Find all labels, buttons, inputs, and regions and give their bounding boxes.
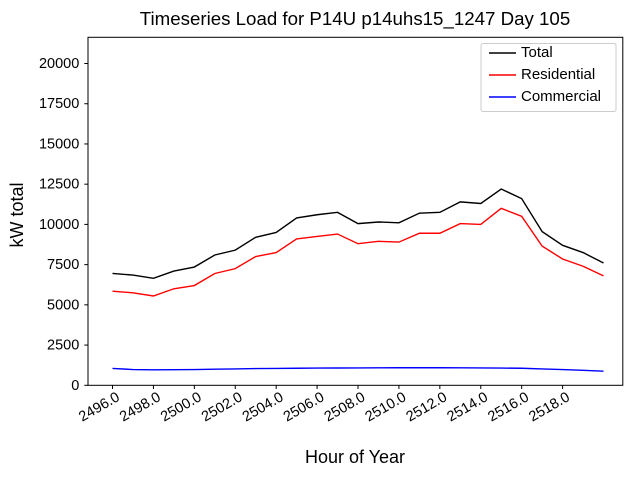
svg-text:5000: 5000 bbox=[47, 297, 79, 313]
svg-text:Timeseries Load for P14U p14uh: Timeseries Load for P14U p14uhs15_1247 D… bbox=[140, 8, 570, 30]
svg-text:10000: 10000 bbox=[39, 217, 79, 233]
svg-text:Residential: Residential bbox=[521, 66, 595, 83]
svg-text:kW total: kW total bbox=[7, 182, 27, 247]
svg-text:20000: 20000 bbox=[39, 56, 79, 72]
svg-text:17500: 17500 bbox=[39, 96, 79, 112]
svg-text:Total: Total bbox=[521, 44, 553, 61]
svg-text:Hour of Year: Hour of Year bbox=[305, 447, 405, 467]
svg-text:7500: 7500 bbox=[47, 257, 79, 273]
svg-text:0: 0 bbox=[71, 378, 79, 394]
svg-text:2500: 2500 bbox=[47, 338, 79, 354]
svg-text:12500: 12500 bbox=[39, 177, 79, 193]
svg-text:Commercial: Commercial bbox=[521, 88, 601, 105]
svg-text:15000: 15000 bbox=[39, 136, 79, 152]
